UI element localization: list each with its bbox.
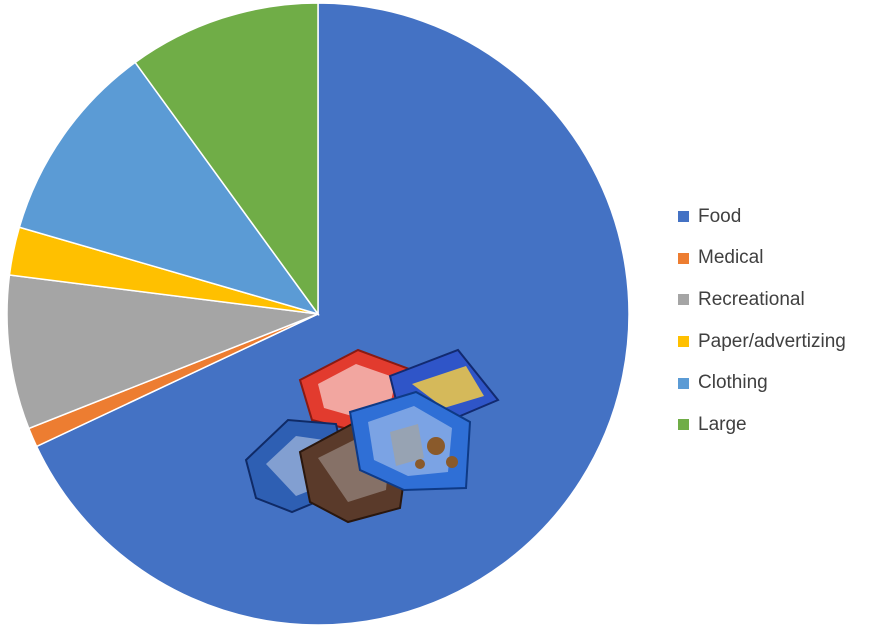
legend-swatch-paper-advertizing xyxy=(678,336,689,348)
legend-swatch-medical xyxy=(678,252,689,264)
legend-label-large: Large xyxy=(698,413,747,435)
legend-item-paper-advertizing: Paper/advertizing xyxy=(678,321,846,363)
legend-label-clothing: Clothing xyxy=(698,372,768,394)
legend-swatch-large xyxy=(678,419,689,431)
chart-legend: Food Medical Recreational Paper/advertiz… xyxy=(678,196,846,446)
snack-wrappers-pile-icon xyxy=(244,348,500,524)
legend-item-large: Large xyxy=(678,404,846,446)
legend-swatch-recreational xyxy=(678,294,689,306)
legend-item-recreational: Recreational xyxy=(678,279,846,321)
legend-item-medical: Medical xyxy=(678,238,846,280)
pie-slice-recreational xyxy=(6,274,319,430)
legend-item-food: Food xyxy=(678,196,846,238)
pie-slice-large xyxy=(134,2,319,317)
legend-label-medical: Medical xyxy=(698,247,764,269)
pie-slice-food xyxy=(35,2,630,625)
legend-label-recreational: Recreational xyxy=(698,288,805,310)
pie-slices xyxy=(6,2,630,625)
legend-swatch-food xyxy=(678,211,689,223)
legend-item-clothing: Clothing xyxy=(678,362,846,404)
legend-swatch-clothing xyxy=(678,377,689,389)
pie-slice-clothing xyxy=(18,61,320,316)
legend-label-food: Food xyxy=(698,205,742,227)
legend-label-paper-advertizing: Paper/advertizing xyxy=(698,330,846,352)
